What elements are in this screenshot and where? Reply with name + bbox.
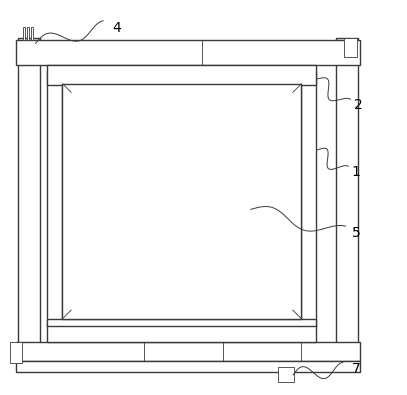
Bar: [48, 71, 63, 326]
Text: 4: 4: [113, 21, 121, 35]
Bar: [48, 65, 317, 85]
Bar: [287, 369, 290, 379]
Bar: [302, 71, 317, 326]
Bar: [345, 51, 356, 53]
Bar: [345, 47, 356, 49]
Bar: [344, 38, 357, 57]
Bar: [11, 348, 21, 351]
Text: 5: 5: [352, 226, 360, 240]
Text: 7: 7: [352, 362, 360, 376]
Bar: [48, 319, 317, 326]
Bar: [10, 342, 22, 363]
Bar: [27, 27, 29, 40]
Text: 1: 1: [352, 165, 361, 179]
Bar: [16, 361, 359, 372]
Bar: [280, 369, 282, 379]
Bar: [283, 369, 286, 379]
Bar: [11, 357, 21, 360]
Bar: [18, 38, 39, 361]
Bar: [345, 43, 356, 45]
Bar: [11, 352, 21, 356]
Bar: [16, 342, 359, 361]
Bar: [48, 325, 317, 342]
Bar: [278, 367, 293, 382]
Bar: [23, 27, 25, 40]
Bar: [31, 27, 33, 40]
Bar: [16, 40, 359, 65]
Bar: [336, 38, 358, 361]
Bar: [63, 84, 302, 319]
Text: 2: 2: [354, 98, 362, 112]
